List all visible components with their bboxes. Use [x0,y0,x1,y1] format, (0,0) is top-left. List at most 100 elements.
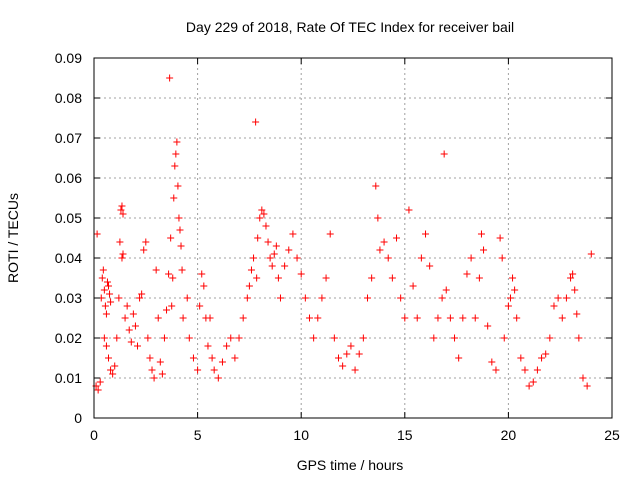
data-point [198,270,206,278]
data-point [297,270,305,278]
data-point [314,314,322,322]
data-point [176,226,184,234]
data-point [227,334,235,342]
x-tick-label: 15 [397,427,413,443]
y-tick-label: 0 [74,410,82,426]
data-point [94,386,102,394]
data-point [569,270,577,278]
data-point [107,298,115,306]
data-point [401,314,409,322]
data-point [170,194,178,202]
data-point [172,150,180,158]
data-points [92,74,595,394]
data-point [117,206,125,214]
data-point [517,354,525,362]
data-point [343,350,351,358]
data-point [380,238,388,246]
data-point [102,310,110,318]
data-point [529,378,537,386]
data-point [397,294,405,302]
y-tick-label: 0.06 [55,170,82,186]
data-point [185,334,193,342]
data-point [256,214,264,222]
data-point [484,322,492,330]
data-point [214,374,222,382]
y-tick-label: 0.01 [55,370,82,386]
data-point [480,246,488,254]
data-point [310,334,318,342]
data-point [413,314,421,322]
data-point [511,286,519,294]
data-point [113,334,121,342]
y-tick-label: 0.05 [55,210,82,226]
data-point [252,118,260,126]
data-point [388,274,396,282]
data-point [430,334,438,342]
data-point [509,274,517,282]
data-point [194,366,202,374]
data-point [347,342,355,350]
data-point [281,262,289,270]
data-point [374,214,382,222]
data-point [152,266,160,274]
data-point [488,358,496,366]
data-point [208,354,216,362]
data-point [121,314,129,322]
y-axis-title: ROTI / TECUs [5,193,21,283]
data-point [150,374,158,382]
data-point [129,310,137,318]
data-point [276,294,284,302]
data-point [173,138,181,146]
data-point [235,334,243,342]
data-point [587,250,595,258]
data-point [169,274,177,282]
data-point [504,302,512,310]
data-point [285,246,293,254]
data-point [231,354,239,362]
data-point [166,74,174,82]
data-point [440,150,448,158]
data-point [405,206,413,214]
data-point [118,254,126,262]
data-point [359,334,367,342]
data-point [583,382,591,390]
data-point [264,238,272,246]
data-point [136,294,144,302]
data-point [115,294,123,302]
data-point [463,270,471,278]
data-point [109,370,117,378]
data-point [154,314,162,322]
y-tick-label: 0.09 [55,50,82,66]
data-point [274,274,282,282]
data-point [554,294,562,302]
data-point [372,182,380,190]
data-point [301,294,309,302]
data-point [417,254,425,262]
data-point [96,378,104,386]
data-point [163,306,171,314]
data-point [144,334,152,342]
data-point [409,282,417,290]
data-point [477,230,485,238]
data-point [206,314,214,322]
data-point [289,230,297,238]
data-point [467,254,475,262]
data-point [200,282,208,290]
data-point [148,366,156,374]
data-point [272,242,280,250]
data-point [496,234,504,242]
data-point [550,302,558,310]
data-point [571,286,579,294]
data-point [266,254,274,262]
data-point [455,354,463,362]
data-point [105,282,113,290]
y-tick-label: 0.08 [55,90,82,106]
data-point [196,302,204,310]
grid-lines [94,58,612,418]
data-point [204,342,212,350]
data-point [171,162,179,170]
data-point [562,294,570,302]
y-tick-label: 0.03 [55,290,82,306]
data-point [355,350,363,358]
